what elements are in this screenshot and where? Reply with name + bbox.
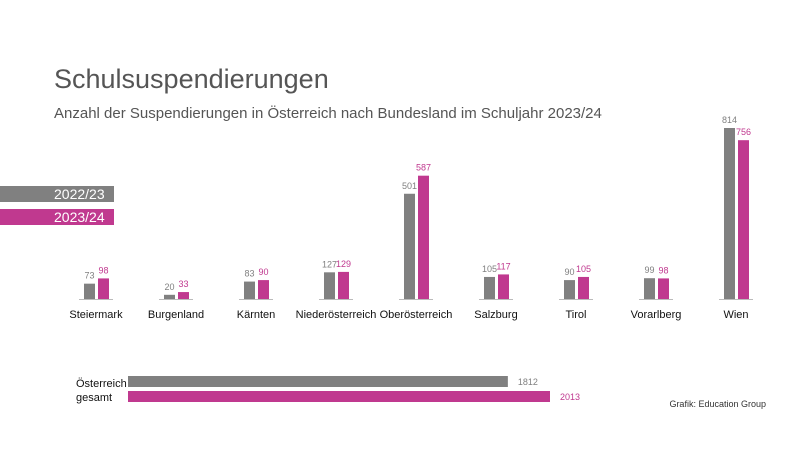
total-value-2022-23: 1812 — [518, 377, 538, 387]
category-label-oberoesterreich: Oberösterreich — [380, 309, 453, 321]
bar-niederoesterreich-2023-24 — [338, 271, 349, 299]
category-label-burgenland: Burgenland — [148, 309, 204, 321]
chart-title: Schulsuspendierungen — [54, 64, 329, 94]
bar-burgenland-2023-24 — [178, 292, 189, 299]
total-bar-2023-24 — [128, 391, 550, 402]
total-bar-2022-23 — [128, 376, 508, 387]
legend-label-2023-24: 2023/24 — [54, 209, 105, 225]
value-label-tirol-2022-23: 90 — [564, 267, 574, 277]
value-label-burgenland-2022-23: 20 — [164, 282, 174, 292]
source-note: Grafik: Education Group — [669, 399, 766, 409]
value-label-niederoesterreich-2022-23: 127 — [322, 259, 337, 269]
value-label-kaernten-2023-24: 90 — [258, 267, 268, 277]
legend: 2022/23 2023/24 — [0, 186, 114, 225]
category-label-wien: Wien — [723, 309, 748, 321]
category-label-niederoesterreich: Niederösterreich — [296, 309, 377, 321]
bar-wien-2023-24 — [738, 140, 749, 299]
bar-tirol-2022-23 — [564, 280, 575, 299]
bar-oberoesterreich-2023-24 — [418, 175, 429, 299]
value-label-salzburg-2023-24: 117 — [496, 261, 510, 271]
legend-swatch-2023-24 — [0, 209, 114, 225]
category-label-salzburg: Salzburg — [474, 309, 517, 321]
bar-tirol-2023-24 — [578, 276, 589, 299]
total-label-line2: gesamt — [76, 392, 112, 404]
value-label-steiermark-2022-23: 73 — [84, 271, 94, 281]
bar-salzburg-2022-23 — [484, 276, 495, 299]
value-label-vorarlberg-2022-23: 99 — [644, 265, 654, 275]
category-label-tirol: Tirol — [566, 309, 587, 321]
legend-swatch-2022-23 — [0, 186, 114, 202]
category-label-steiermark: Steiermark — [69, 309, 123, 321]
chart-subtitle: Anzahl der Suspendierungen in Österreich… — [54, 104, 602, 122]
value-label-salzburg-2022-23: 105 — [482, 264, 497, 274]
value-label-tirol-2023-24: 105 — [576, 264, 591, 274]
grouped-bar-chart: 73 98 Steiermark 20 33 Burgenland 83 90 Kärnten 1… — [69, 115, 753, 321]
value-label-vorarlberg-2023-24: 98 — [658, 265, 668, 275]
value-label-burgenland-2023-24: 33 — [178, 279, 188, 289]
bar-oberoesterreich-2022-23 — [404, 193, 415, 299]
value-label-wien-2022-23: 814 — [722, 115, 737, 125]
value-label-steiermark-2023-24: 98 — [98, 265, 108, 275]
bar-steiermark-2022-23 — [84, 283, 95, 299]
value-label-wien-2023-24: 756 — [736, 127, 751, 137]
value-label-oberoesterreich-2022-23: 501 — [402, 181, 417, 191]
bar-kaernten-2023-24 — [258, 280, 269, 299]
bar-wien-2022-23 — [724, 128, 735, 299]
bar-vorarlberg-2022-23 — [644, 278, 655, 299]
value-label-kaernten-2022-23: 83 — [244, 269, 254, 279]
value-label-oberoesterreich-2023-24: 587 — [416, 163, 431, 173]
bar-salzburg-2023-24 — [498, 274, 509, 299]
category-label-kaernten: Kärnten — [237, 309, 276, 321]
bar-vorarlberg-2023-24 — [658, 278, 669, 299]
total-label-line1: Österreich — [76, 378, 127, 390]
bar-burgenland-2022-23 — [164, 294, 175, 299]
value-label-niederoesterreich-2023-24: 129 — [336, 259, 351, 269]
total-bar-chart: 1812 2013 — [128, 376, 580, 402]
category-label-vorarlberg: Vorarlberg — [631, 309, 682, 321]
bar-steiermark-2023-24 — [98, 278, 109, 299]
bar-kaernten-2022-23 — [244, 281, 255, 299]
legend-label-2022-23: 2022/23 — [54, 186, 105, 202]
total-value-2023-24: 2013 — [560, 392, 580, 402]
bar-niederoesterreich-2022-23 — [324, 272, 335, 299]
